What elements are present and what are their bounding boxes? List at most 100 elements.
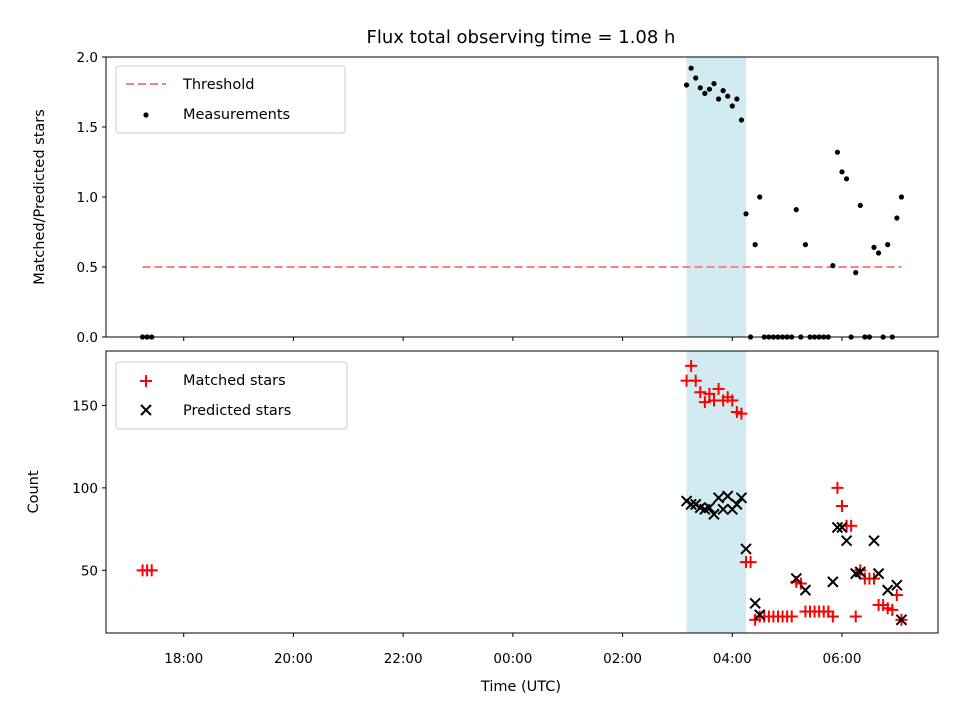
measurement-point (885, 242, 891, 248)
measurement-point (139, 334, 146, 340)
measurement-point (843, 176, 850, 182)
x-tick-label: 00:00 (493, 651, 532, 667)
x-tick-label: 06:00 (823, 651, 862, 667)
x-tick-label: 18:00 (164, 651, 203, 667)
legend-measurements-swatch (143, 112, 149, 118)
predicted-star-point (735, 492, 748, 504)
matched-star-point (785, 610, 798, 623)
measurement-point (775, 334, 781, 340)
bottom-legend: Matched stars Predicted stars (115, 361, 348, 430)
measurement-point (729, 103, 735, 109)
measurement-point (898, 194, 905, 200)
predicted-star-point (712, 492, 725, 504)
measurement-point (866, 334, 873, 340)
measurement-point (747, 334, 754, 340)
measurement-point (857, 202, 863, 208)
measurement-point (766, 334, 772, 340)
matched-star-point (685, 359, 698, 372)
x-tick-label: 20:00 (274, 651, 313, 667)
measurement-point (802, 242, 809, 248)
measurement-point (811, 334, 818, 340)
matched-star-point (689, 374, 702, 387)
legend-predicted-swatch (140, 404, 152, 416)
measurement-point (807, 334, 813, 340)
measurement-point (757, 194, 763, 200)
measurement-point (711, 81, 717, 87)
predicted-star-point (717, 503, 729, 516)
matched-star-point (735, 407, 748, 420)
predicted-star-point (854, 566, 866, 578)
legend-threshold-label: Threshold (182, 77, 254, 93)
top-series-layer (139, 65, 905, 340)
measurement-point (798, 334, 804, 340)
legend-matched-label: Matched stars (183, 373, 286, 389)
predicted-star-point (722, 490, 734, 502)
top-x-axis (183, 337, 843, 341)
measurement-point (880, 334, 886, 340)
measurement-point (720, 88, 726, 94)
measurement-point (761, 334, 767, 340)
predicted-star-point (799, 584, 812, 596)
measurement-point (871, 244, 877, 250)
top-shaded-interval (686, 57, 746, 337)
matched-star-point (826, 610, 839, 623)
y-tick-label: 150 (72, 398, 98, 414)
measurement-point (830, 263, 836, 269)
predicted-star-point (872, 567, 885, 580)
predicted-star-point (840, 534, 853, 547)
matched-star-point (703, 387, 716, 400)
x-tick-label: 02:00 (603, 651, 642, 667)
measurement-point (770, 334, 777, 340)
measurement-point (839, 169, 845, 175)
matched-star-point (145, 564, 158, 577)
measurement-point (821, 334, 827, 340)
y-tick-label: 2.0 (77, 50, 98, 66)
predicted-star-point (882, 584, 894, 596)
measurement-point (743, 211, 749, 217)
measurement-point (725, 93, 731, 99)
y-tick-label: 100 (72, 481, 98, 497)
top-y-axis: 0.0 0.5 1.0 1.5 2.0 (77, 50, 106, 346)
matched-star-point (886, 603, 899, 616)
measurement-point (688, 65, 694, 71)
measurement-point (848, 334, 854, 340)
matched-star-point (845, 519, 858, 532)
measurement-point (875, 250, 882, 256)
predicted-star-point (754, 609, 766, 621)
predicted-star-point (895, 614, 908, 626)
top-y-axis-label: Matched/Predicted stars (32, 109, 48, 285)
measurement-point (738, 117, 745, 123)
measurement-point (144, 334, 150, 340)
predicted-star-point (731, 498, 743, 511)
x-axis-label: Time (UTC) (480, 679, 561, 695)
bottom-y-axis-label: Count (26, 470, 42, 513)
measurement-point (715, 96, 722, 102)
measurement-point (752, 242, 758, 248)
measurement-point (793, 207, 799, 213)
matched-star-point (744, 556, 757, 569)
matched-star-point (836, 500, 848, 513)
top-legend: Threshold Measurements (115, 65, 346, 134)
predicted-star-point (836, 521, 848, 534)
bottom-plot-frame (105, 350, 939, 634)
matched-star-point (890, 589, 903, 602)
predicted-star-point (827, 576, 839, 588)
y-tick-label: 1.0 (77, 190, 98, 206)
measurement-point (706, 86, 713, 92)
bottom-x-axis: 18:00 20:00 22:00 00:00 02:00 04:00 06:00 (164, 633, 861, 667)
legend-matched-swatch (140, 375, 152, 387)
y-tick-label: 1.5 (77, 120, 98, 136)
top-legend-box (115, 65, 346, 134)
measurement-point (789, 334, 795, 340)
predicted-star-point (740, 543, 752, 555)
matched-star-point (698, 396, 711, 409)
measurement-point (734, 96, 740, 102)
measurement-point (779, 334, 786, 340)
y-tick-label: 0.5 (77, 260, 98, 276)
legend-predicted-label: Predicted stars (183, 403, 291, 419)
predicted-star-point (891, 579, 903, 591)
measurement-point (853, 270, 859, 276)
measurement-point (834, 149, 841, 155)
top-panel: 0.00.51.01.52.0 Matched/Predicted stars … (32, 50, 939, 346)
